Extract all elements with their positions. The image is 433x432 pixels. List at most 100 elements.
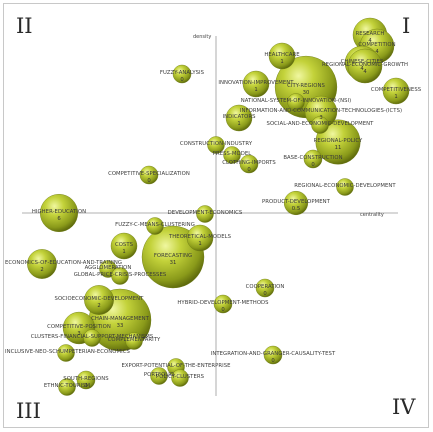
chart-frame	[3, 3, 429, 428]
bubble-label: FUZZY-C-MEANS-CLUSTERING	[115, 222, 195, 228]
bubble-label: CHAIN-MANAGEMENT	[91, 316, 150, 322]
bubble-value: 1	[122, 249, 125, 255]
bubble-label: FORECASTING	[154, 253, 192, 259]
bubble-value: 2	[40, 267, 43, 273]
bubble-value: 33	[117, 323, 124, 329]
y-axis-label: density	[193, 34, 211, 40]
quadrant-label-3: III	[16, 399, 41, 423]
bubble-value: 3	[77, 331, 80, 337]
bubble	[347, 48, 383, 84]
bubble-label: INDICATORS	[222, 114, 256, 120]
quadrant-label-1: I	[402, 14, 410, 38]
bubble-layer: RESEARCH4COMPETITION4CHINESE-CITIES4REGI…	[5, 17, 422, 396]
bubble-label: DEVELOPMENT-ECONOMICS	[168, 210, 243, 216]
bubble-value: 1	[254, 87, 257, 93]
quadrant-label-4: IV	[392, 395, 416, 419]
bubble	[146, 217, 164, 235]
bubble-value: 0.5	[292, 206, 300, 212]
bubble	[223, 146, 241, 164]
bubble-label: CLUSTERS-FINANCIAL-SUPPORT-MECHANISMS	[31, 334, 154, 340]
bubble-label: CONSTRUCTION-INDUSTRY	[180, 141, 253, 147]
bubble	[225, 104, 253, 132]
quadrant-label-2: II	[16, 14, 33, 38]
bubble-label: COMPLEMENTARITY	[108, 337, 161, 343]
bubble-label: COOPERATION	[246, 284, 285, 290]
bubble-label: COMPETITION	[358, 42, 395, 48]
bubble-label: COMPETITIVE-SPECIALIZATION	[108, 171, 190, 177]
bubble-label: CITY-REGIONS	[287, 83, 325, 89]
bubble	[58, 378, 76, 396]
bubble-label: EXPORT-POTENTIAL-OF-THE-ENTERPRISE	[121, 363, 231, 369]
bubble	[311, 116, 329, 134]
bubble	[268, 42, 296, 70]
bubble-label: FUZZY-ANALYSIS	[160, 70, 205, 76]
bubble	[125, 332, 143, 350]
bubble	[255, 278, 275, 298]
bubble	[83, 329, 101, 347]
bubble-value: 30	[303, 90, 310, 96]
bubble-label: INTEGRATION-AND-GRANGER-CAUSALITY-TEST	[211, 351, 336, 357]
bubble	[382, 77, 410, 105]
bubble	[57, 344, 75, 362]
bubble	[242, 70, 270, 98]
bubble-label: HIGHER-EDUCATION	[32, 209, 86, 215]
bubble-value: 1	[280, 59, 283, 65]
bubble-value: 4	[368, 38, 372, 44]
bubble-value: 1	[198, 241, 201, 247]
bubble-label: REGIONAL-ECONOMIC-GROWTH	[322, 62, 408, 68]
bubble	[186, 224, 214, 252]
bubble-label: NATIONAL-SYSTEM-OF-INNOVATION-(NSI)	[241, 98, 351, 104]
bubble-value: 4	[375, 49, 379, 55]
bubble	[303, 149, 323, 169]
bubble-label: SOCIAL-AND-ECONOMIC-DEVELOPMENT	[267, 121, 375, 127]
bubble-label: AGGLOMERATION	[85, 265, 132, 271]
bubble-label: COMPETITIVENESS	[371, 87, 422, 93]
bubble-value: 0	[84, 383, 88, 389]
bubble-label: POLICY-CLUSTERS	[156, 374, 205, 380]
bubble	[287, 93, 305, 111]
bubble-value: 0	[147, 178, 151, 184]
bubble	[111, 267, 129, 285]
bubble-label: REGIONAL-ECONOMIC-DEVELOPMENT	[294, 183, 396, 189]
bubble	[172, 64, 192, 84]
bubble-value: 6	[57, 216, 61, 222]
bubble	[40, 194, 78, 232]
bubble	[84, 285, 114, 315]
bubble-value: 0	[247, 167, 251, 173]
bubble-label: HEALTHCARE	[264, 52, 300, 58]
bubble	[171, 369, 189, 387]
bubble	[336, 178, 354, 196]
bubble-label: INFORMATION-AND-COMMUNICATION-TECHNOLOGI…	[240, 108, 402, 114]
bubble-value: 4	[363, 69, 367, 75]
bubble	[263, 345, 283, 365]
bubble-value: 0	[180, 77, 184, 83]
bubble-value: 1	[394, 94, 397, 100]
bubble-label: CLOTHING-IMPORTS	[222, 160, 276, 166]
bubble-value: 11	[335, 145, 342, 151]
bubble-value: 31	[170, 260, 177, 266]
bubble-label: INNOVATION-IMPROVEMENT	[218, 80, 294, 86]
bubble-value: 3	[319, 115, 322, 121]
bubble-label: BASE-CONSTRUCTION	[283, 155, 342, 161]
bubble-label: THEORETICAL-MODELS	[168, 234, 232, 240]
bubble-value: 0	[221, 307, 225, 313]
bubble-label: COMPETITIVE-POSITION	[47, 324, 111, 330]
bubble	[315, 119, 361, 165]
bubble-label: GLOBAL-PRICE-CRISIS-PROCESSES	[74, 272, 167, 278]
bubble-label: PRODUCT-DEVELOPMENT	[262, 199, 331, 205]
bubble	[150, 367, 168, 385]
bubble-label: SOUTH-REGIONS	[63, 376, 109, 382]
bubble-label: RESEARCH	[356, 31, 385, 37]
bubble-label: PRESS-MODEL	[213, 151, 252, 157]
bubble-label: HYBRID-DEVELOPMENT-METHODS	[177, 300, 269, 306]
bubble-value: 1	[237, 121, 240, 127]
bubble	[207, 136, 225, 154]
bubble-value: 0	[311, 162, 315, 168]
bubble-label: REGIONAL-POLICY	[314, 138, 363, 144]
bubble	[27, 249, 57, 279]
bubble-label: COSTS	[115, 242, 134, 248]
bubble-label: INCLUSIVE-NEO-SCHUMPETERIAN-ECONOMICS	[5, 349, 130, 355]
bubble	[196, 205, 214, 223]
